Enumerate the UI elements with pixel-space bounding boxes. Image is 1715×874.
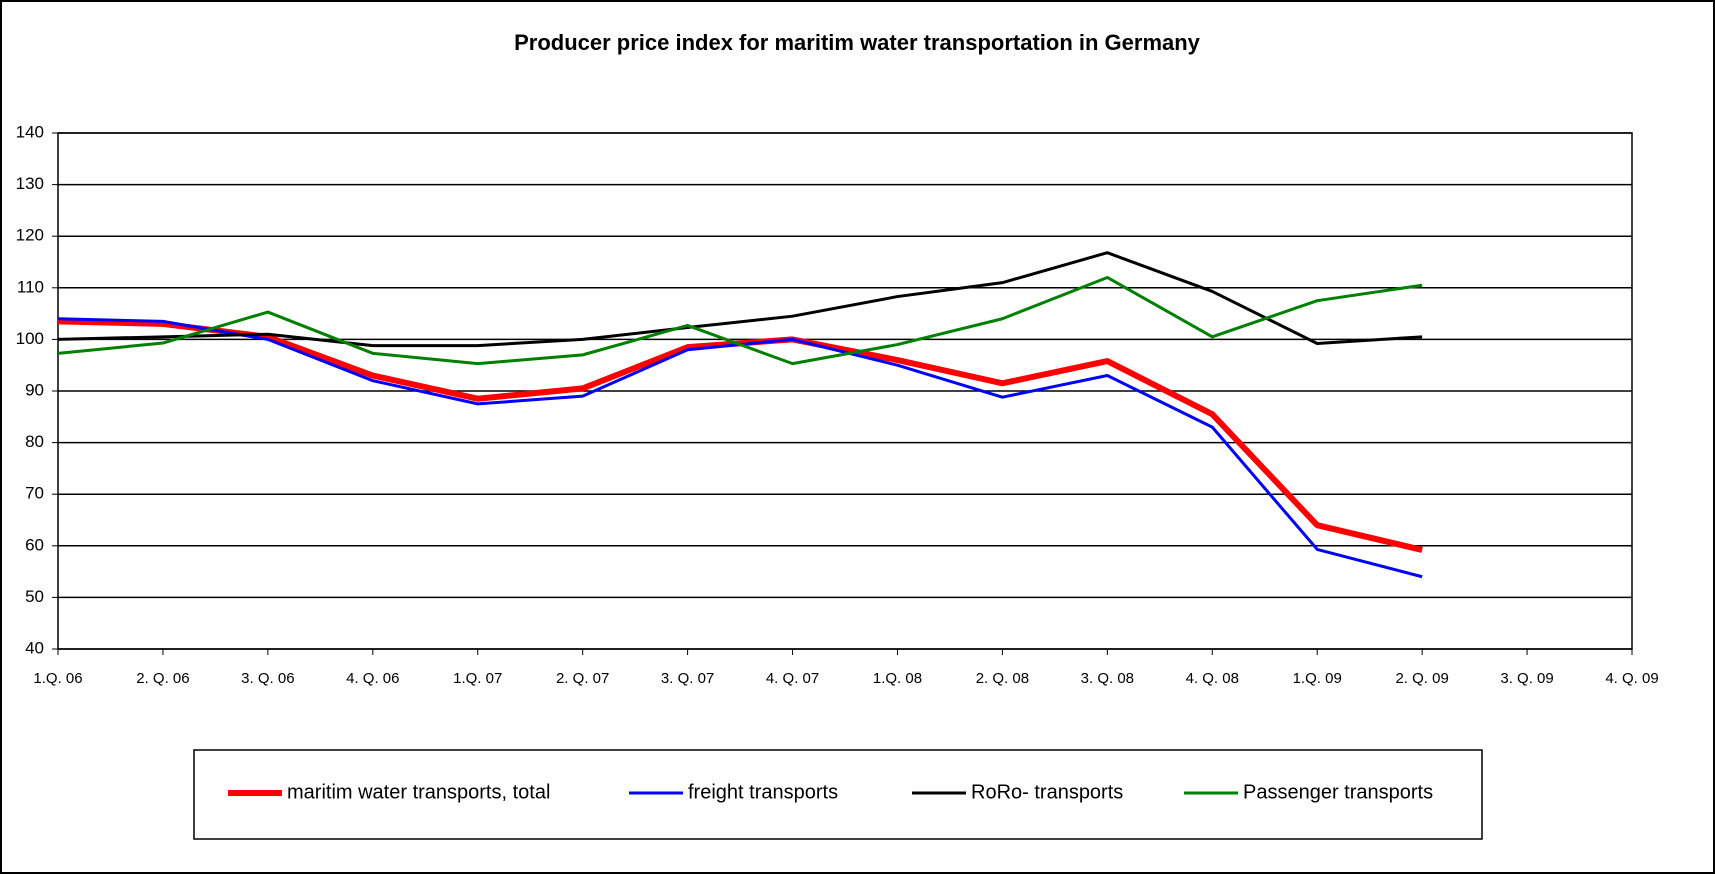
y-tick-label: 130 — [16, 174, 44, 193]
y-tick-label: 110 — [17, 277, 44, 296]
x-tick-label: 3. Q. 09 — [1500, 670, 1553, 687]
x-tick-label: 3. Q. 06 — [241, 670, 294, 687]
x-tick-label: 2. Q. 06 — [136, 670, 189, 687]
y-tick-label: 120 — [16, 226, 44, 245]
y-tick-label: 60 — [25, 535, 44, 554]
x-tick-label: 3. Q. 07 — [661, 670, 714, 687]
x-tick-label: 1.Q. 07 — [453, 670, 502, 687]
plot-frame — [57, 132, 1633, 650]
x-tick-label: 1.Q. 09 — [1293, 670, 1342, 687]
x-tick-label: 1.Q. 06 — [33, 670, 82, 687]
legend-label: RoRo- transports — [971, 781, 1123, 803]
y-tick-label: 80 — [25, 432, 44, 451]
x-tick-label: 3. Q. 08 — [1081, 670, 1134, 687]
x-tick-label: 1.Q. 08 — [873, 670, 922, 687]
x-tick-label: 2. Q. 07 — [556, 670, 609, 687]
legend-label: Passenger transports — [1243, 781, 1433, 803]
x-tick-label: 4. Q. 06 — [346, 670, 399, 687]
x-tick-label: 4. Q. 07 — [766, 670, 819, 687]
y-tick-label: 40 — [25, 638, 44, 657]
legend-label: maritim water transports, total — [287, 781, 550, 803]
series-line — [57, 275, 1423, 366]
x-tick-label: 4. Q. 09 — [1605, 670, 1658, 687]
y-tick-label: 90 — [25, 380, 44, 399]
y-tick-label: 100 — [16, 329, 44, 348]
series-line — [57, 251, 1423, 348]
legend-label: freight transports — [688, 781, 838, 803]
y-tick-label: 70 — [25, 484, 44, 503]
x-tick-label: 4. Q. 08 — [1186, 670, 1239, 687]
y-tick-label: 140 — [16, 122, 44, 141]
y-tick-label: 50 — [25, 587, 44, 606]
x-tick-label: 2. Q. 09 — [1395, 670, 1448, 687]
x-tick-label: 2. Q. 08 — [976, 670, 1029, 687]
legend — [193, 749, 1483, 840]
chart-title: Producer price index for maritim water t… — [514, 30, 1201, 55]
